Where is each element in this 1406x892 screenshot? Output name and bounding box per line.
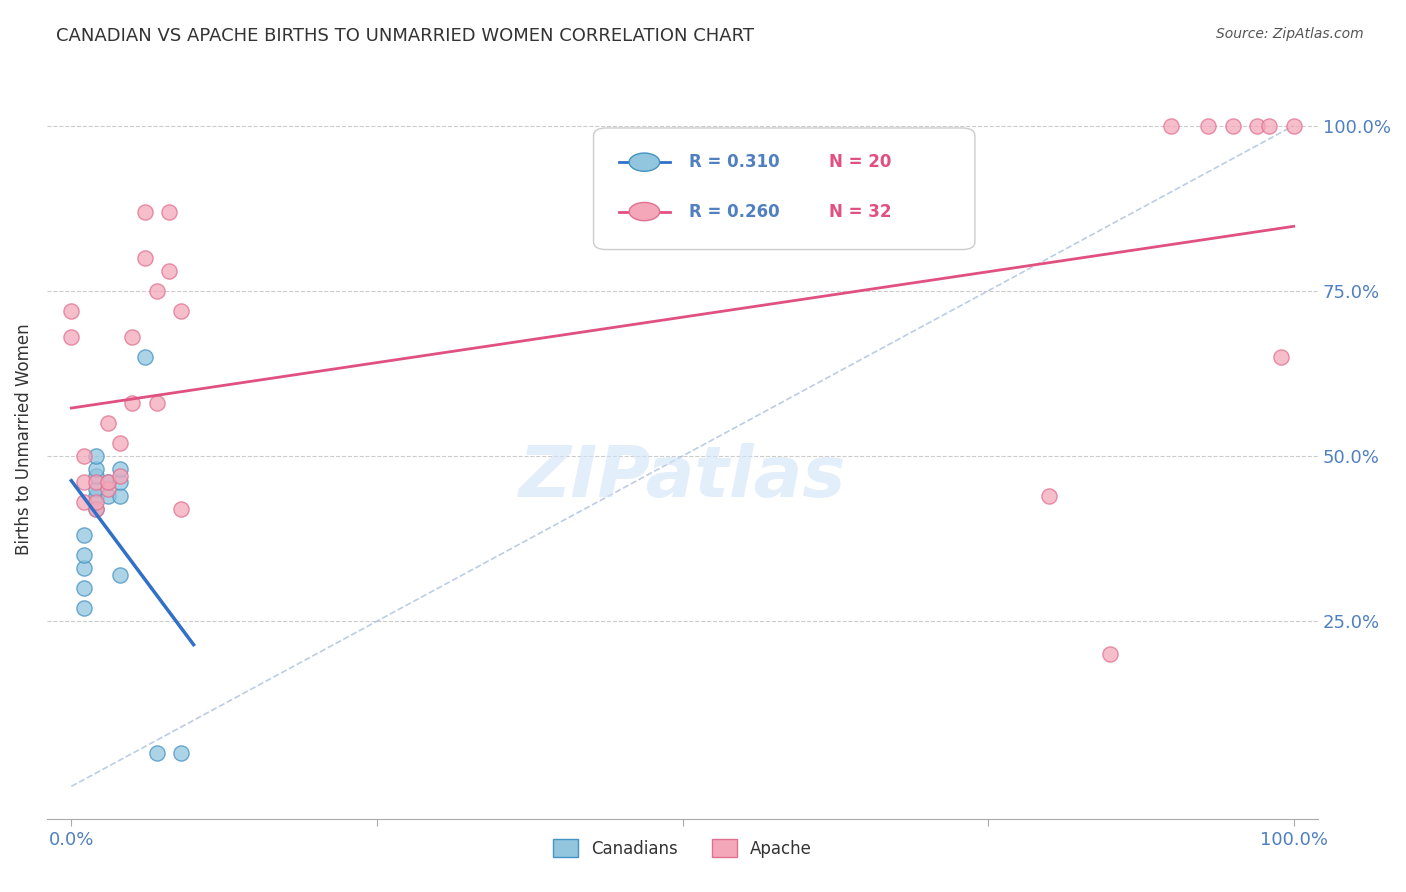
Point [170,747,193,761]
Point [110,435,132,450]
Point [97,482,120,496]
Point [72,528,94,542]
Point [110,462,132,476]
Point [84,495,107,509]
Point [110,468,132,483]
Point [170,501,193,516]
Point [84,468,107,483]
Point [110,568,132,582]
Point [146,747,169,761]
Point [121,396,143,410]
Text: R = 0.310: R = 0.310 [689,153,779,171]
Point [84,462,107,476]
Point [1038,489,1060,503]
Text: N = 32: N = 32 [828,202,891,220]
Point [157,264,180,278]
Point [84,501,107,516]
Point [1222,119,1244,133]
Point [84,449,107,463]
Text: ZIPatlas: ZIPatlas [519,443,846,512]
Point [72,548,94,562]
Point [110,475,132,490]
Legend: Canadians, Apache: Canadians, Apache [547,833,818,864]
Point [97,475,120,490]
Point [170,303,193,318]
Circle shape [628,153,659,171]
Point [134,251,156,265]
Text: R = 0.260: R = 0.260 [689,202,779,220]
Point [121,330,143,344]
Point [97,416,120,430]
Point [84,501,107,516]
Y-axis label: Births to Unmarried Women: Births to Unmarried Women [15,324,32,556]
Point [1099,647,1122,661]
Point [157,204,180,219]
Point [84,475,107,490]
Point [1246,119,1268,133]
Point [110,489,132,503]
Point [97,489,120,503]
Point [72,561,94,575]
Point [84,482,107,496]
Point [1258,119,1281,133]
Point [1282,119,1305,133]
Point [1197,119,1219,133]
Point [134,204,156,219]
Text: N = 20: N = 20 [828,153,891,171]
Point [60,330,83,344]
Text: CANADIAN VS APACHE BIRTHS TO UNMARRIED WOMEN CORRELATION CHART: CANADIAN VS APACHE BIRTHS TO UNMARRIED W… [56,27,754,45]
Point [72,475,94,490]
Point [72,601,94,615]
Point [72,449,94,463]
Circle shape [628,202,659,220]
FancyBboxPatch shape [593,128,974,250]
Point [84,489,107,503]
Point [60,303,83,318]
Point [1270,350,1292,364]
Point [146,396,169,410]
Point [1160,119,1182,133]
Point [134,350,156,364]
Point [72,495,94,509]
Point [146,284,169,298]
Point [72,581,94,595]
Text: Source: ZipAtlas.com: Source: ZipAtlas.com [1216,27,1364,41]
Point [97,475,120,490]
